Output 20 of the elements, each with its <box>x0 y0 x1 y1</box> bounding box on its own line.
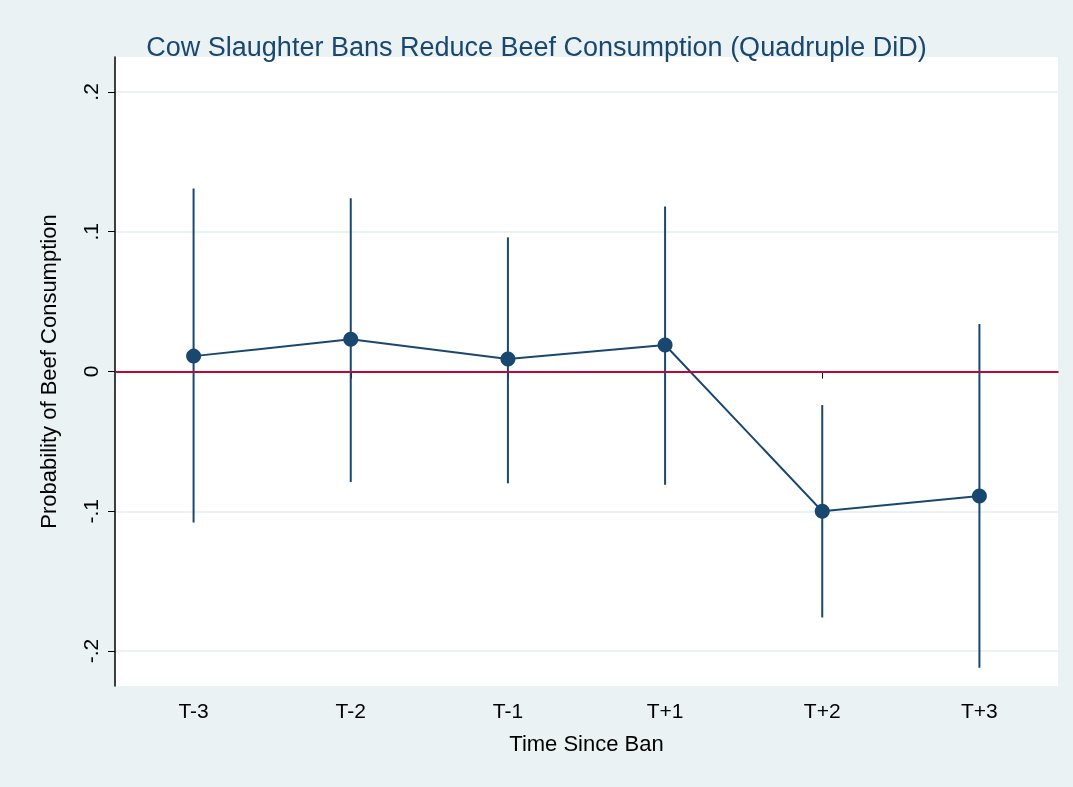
x-tick-label: T-2 <box>335 699 366 722</box>
point <box>186 348 202 364</box>
point <box>971 488 987 504</box>
point <box>500 351 516 367</box>
y-tick-label: -.1 <box>79 499 102 524</box>
point <box>657 337 673 353</box>
chart-title: Cow Slaughter Bans Reduce Beef Consumption (Quadruple DiD) <box>146 31 927 62</box>
point <box>343 331 359 347</box>
y-tick-label: 0 <box>79 365 102 378</box>
x-tick-label: T+3 <box>961 699 998 722</box>
y-tick-label: .1 <box>79 222 102 241</box>
point <box>814 503 830 519</box>
x-tick-label: T-3 <box>178 699 209 722</box>
y-axis-title: Probability of Beef Consumption <box>35 214 61 529</box>
x-tick-label: T+1 <box>646 699 684 722</box>
y-tick-label: -.2 <box>79 638 102 664</box>
x-tick-label: T+2 <box>803 699 841 722</box>
x-axis-title: Time Since Ban <box>509 730 664 756</box>
y-tick-label: .2 <box>79 83 102 101</box>
x-tick-label: T-1 <box>492 699 524 722</box>
